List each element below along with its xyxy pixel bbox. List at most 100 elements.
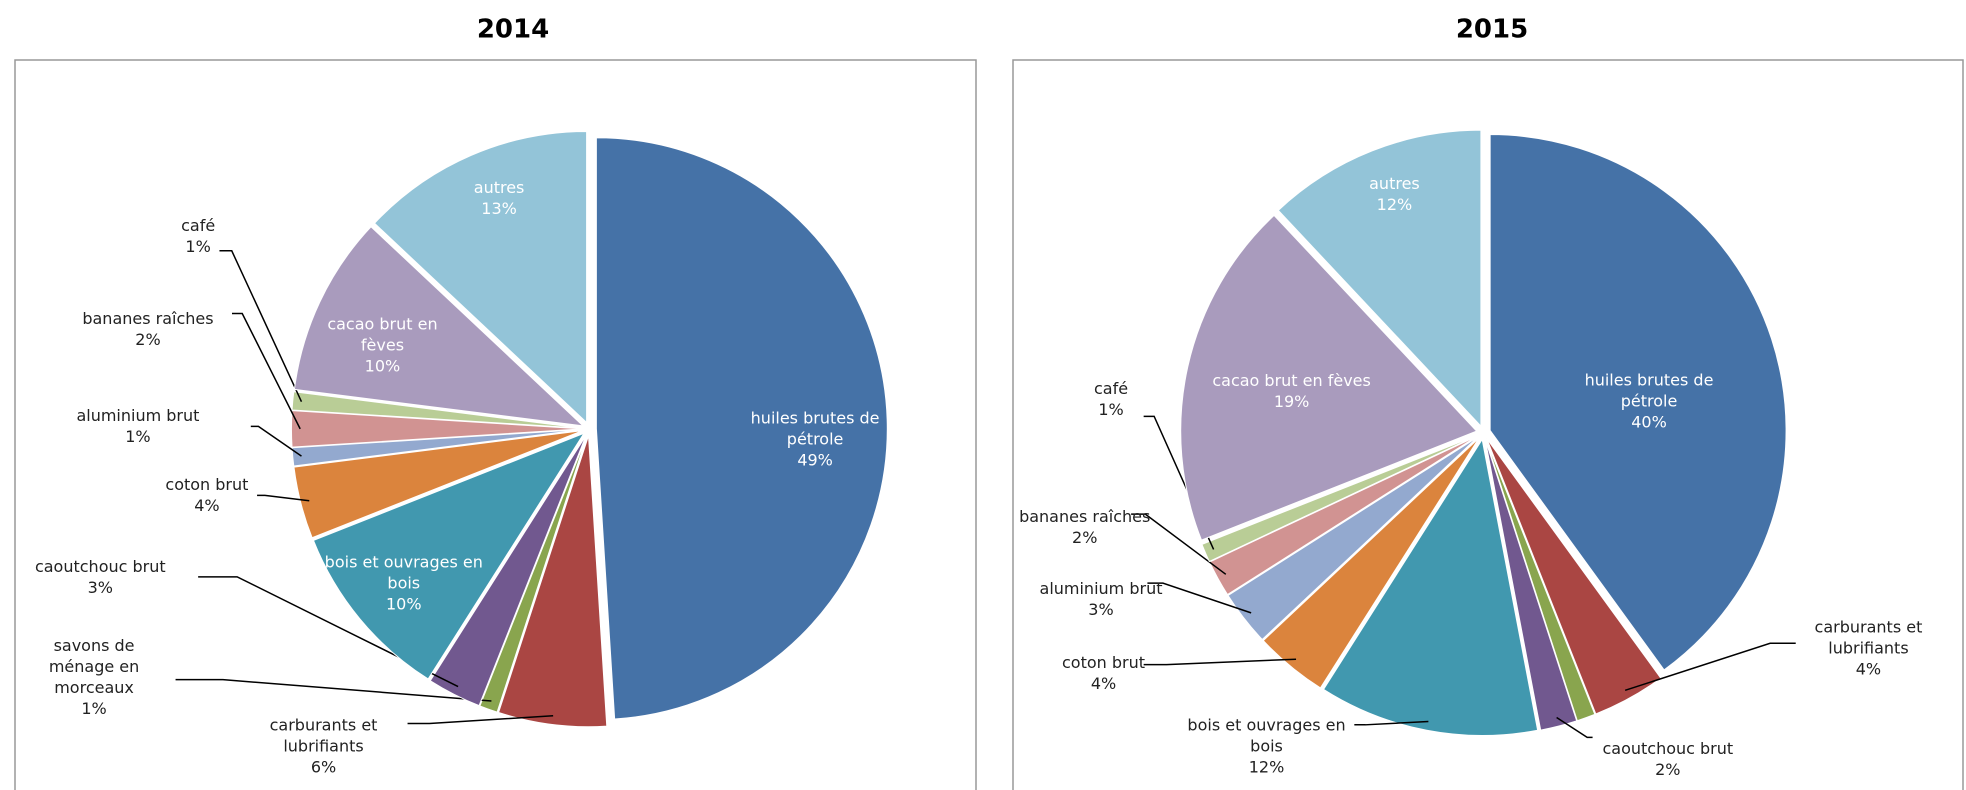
pie-slice	[1489, 134, 1787, 671]
leader-line	[219, 250, 303, 402]
value-label: 3%	[1088, 600, 1114, 620]
slice-label: savons de ménage en morceaux 1%	[25, 635, 163, 719]
pie-slice	[595, 137, 888, 720]
leader-line	[175, 678, 492, 702]
leader-line	[1624, 642, 1796, 692]
slice-label: café 1%	[161, 215, 236, 257]
leader-line	[407, 715, 554, 725]
pie-slice	[479, 435, 588, 713]
value-label: 2%	[1655, 759, 1681, 779]
pie-slice	[291, 391, 583, 429]
slice-label: cacao brut en fèves 19%	[1210, 370, 1373, 412]
chart-title: 2015	[1456, 15, 1528, 45]
slice-label: carburants et lubrifiants 4%	[1793, 617, 1943, 680]
value-label: 4%	[1855, 659, 1882, 679]
leader-line	[1354, 720, 1429, 726]
value-label: 4%	[1090, 674, 1117, 694]
category-label: aluminium brut	[1039, 579, 1163, 599]
pie-slice	[1227, 436, 1479, 641]
leader-line	[1131, 513, 1227, 575]
value-label: 13%	[481, 199, 517, 219]
frame	[1012, 59, 1964, 790]
value-label: 40%	[1631, 412, 1667, 432]
category-label: café	[181, 215, 216, 235]
slice-label: aluminium brut 1%	[50, 405, 226, 447]
category-label: autres	[1369, 174, 1420, 194]
pie-slice	[1485, 439, 1596, 722]
value-label: 2%	[1072, 527, 1098, 547]
value-label: 19%	[1273, 392, 1310, 412]
slice-label: cacao brut en fèves 10%	[326, 313, 439, 376]
category-label: bois et ouvrages en bois	[1187, 715, 1346, 756]
pie-slice	[497, 435, 608, 728]
category-label: carburants et lubrifiants	[269, 715, 378, 756]
category-label: cacao brut en fèves	[327, 314, 438, 355]
category-label: savons de ménage en morceaux	[48, 636, 140, 698]
pie-slice	[1262, 437, 1480, 689]
leader-line	[250, 425, 302, 457]
value-label: 1%	[81, 699, 107, 719]
value-label: 2%	[135, 329, 161, 349]
category-label: carburants et lubrifiants	[1814, 617, 1923, 658]
slice-label: café 1%	[1073, 378, 1148, 420]
slice-label: bananes raîches 2%	[60, 308, 236, 350]
slice-label: autres 12%	[1338, 173, 1451, 215]
leader-line	[231, 312, 301, 430]
category-label: bananes raîches	[82, 308, 214, 328]
slice-label: aluminium brut 3%	[1013, 578, 1189, 620]
slice-label: huiles brutes de pétrole 49%	[721, 407, 909, 470]
pie-slice	[1322, 438, 1539, 736]
category-label: huiles brutes de pétrole	[750, 408, 880, 449]
pie-slice	[1484, 439, 1578, 731]
category-label: cacao brut en fèves	[1212, 371, 1371, 391]
value-label: 10%	[385, 594, 422, 614]
category-label: caoutchouc brut	[34, 556, 166, 576]
pie-slice	[293, 430, 583, 539]
pie-slice	[291, 429, 583, 467]
value-label: 3%	[87, 577, 113, 597]
slice-label: bois et ouvrages en bois 10%	[322, 552, 485, 615]
category-label: autres	[473, 178, 525, 198]
value-label: 1%	[125, 427, 151, 447]
slice-label: bananes raîches 2%	[997, 506, 1173, 548]
leader-line	[1143, 658, 1297, 666]
value-label: 12%	[1376, 195, 1413, 215]
leader-line	[257, 494, 310, 502]
slice-label: huiles brutes de pétrole 40%	[1555, 370, 1743, 433]
slice-label: autres 13%	[443, 177, 556, 219]
pie-slice	[373, 131, 588, 424]
pie-slice	[293, 226, 585, 427]
pie-slice	[429, 434, 587, 707]
category-label: caoutchouc brut	[1602, 738, 1734, 758]
category-label: aluminium brut	[76, 406, 200, 426]
pie-slice	[1180, 214, 1478, 541]
category-label: huiles brutes de pétrole	[1584, 370, 1714, 411]
slice-label: caoutchouc brut 2%	[1580, 738, 1756, 780]
value-label: 1%	[1098, 399, 1124, 419]
chart-title: 2014	[477, 15, 549, 45]
category-label: coton brut	[165, 475, 249, 495]
leader-line	[1556, 716, 1593, 739]
slice-label: carburants et lubrifiants 6%	[248, 715, 398, 778]
slice-label: caoutchouc brut 3%	[0, 556, 201, 598]
value-label: 1%	[185, 236, 211, 256]
pie-slice	[290, 410, 583, 448]
pie-slice	[1201, 434, 1478, 563]
value-label: 49%	[797, 450, 833, 470]
pie-slice	[1277, 129, 1482, 428]
value-label: 12%	[1248, 757, 1285, 777]
category-label: coton brut	[1062, 653, 1146, 673]
category-label: bananes raîches	[1019, 506, 1151, 526]
category-label: bois et ouvrages en bois	[324, 552, 483, 593]
value-label: 6%	[310, 757, 337, 777]
leader-line	[198, 576, 459, 688]
slice-label: coton brut 4%	[1035, 652, 1173, 694]
value-label: 10%	[364, 356, 401, 376]
frame	[14, 59, 977, 790]
category-label: café	[1093, 378, 1129, 398]
slice-label: coton brut 4%	[138, 474, 276, 516]
value-label: 4%	[194, 496, 220, 516]
leader-line	[1147, 582, 1252, 614]
